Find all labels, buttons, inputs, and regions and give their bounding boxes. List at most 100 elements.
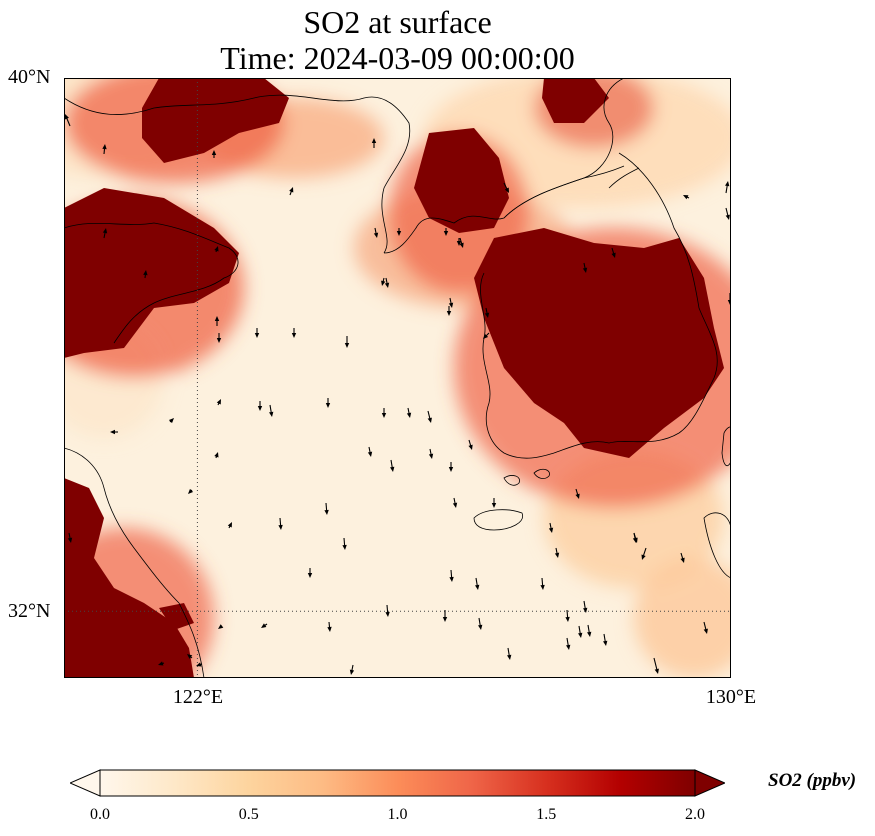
wind-arrow-head bbox=[484, 312, 490, 318]
wind-arrow-head bbox=[427, 417, 432, 423]
wind-arrow-head bbox=[110, 429, 115, 435]
wind-arrow-head bbox=[381, 280, 386, 286]
wind-arrow-head bbox=[342, 544, 347, 550]
wind-arrow-head bbox=[102, 228, 108, 234]
kyushu-coast bbox=[703, 512, 731, 579]
lat-label-32: 32°N bbox=[8, 600, 51, 622]
hotspot-jiangsu bbox=[64, 478, 194, 678]
wind-arrow-head bbox=[491, 503, 497, 508]
wind-arrow-head bbox=[67, 537, 73, 543]
wind-arrow-head bbox=[504, 187, 509, 193]
wind-arrow-head bbox=[214, 452, 219, 458]
colorbar-bar bbox=[99, 769, 696, 797]
wind-arrow-head bbox=[483, 333, 489, 339]
wind-arrow-head bbox=[307, 573, 313, 578]
wind-arrow-head bbox=[683, 195, 689, 200]
wind-arrow-head bbox=[578, 632, 583, 638]
wind-arrow-head bbox=[449, 576, 454, 582]
hotspot-shandong bbox=[64, 188, 239, 358]
wind-arrow-head bbox=[188, 488, 194, 494]
wind-arrow-head bbox=[196, 662, 202, 667]
so2-map[interactable] bbox=[64, 78, 731, 678]
wind-arrow-head bbox=[218, 624, 224, 629]
wind-arrow-head bbox=[216, 338, 222, 343]
wind-arrow-head bbox=[456, 241, 462, 246]
map-timestamp: Time: 2024-03-09 00:00:00 bbox=[220, 40, 575, 76]
wind-arrow-head bbox=[289, 187, 294, 193]
wind-arrow-head bbox=[381, 413, 387, 418]
map-title: SO2 at surface bbox=[303, 4, 492, 40]
map-panel[interactable] bbox=[64, 78, 731, 678]
coast-fragment bbox=[608, 167, 640, 189]
tsushima-island bbox=[721, 426, 731, 466]
wind-arrow-head bbox=[583, 607, 588, 613]
islands-sw-korea bbox=[503, 475, 520, 486]
wind-arrow-head bbox=[452, 502, 458, 508]
wind-arrow-head bbox=[582, 267, 588, 273]
wind-arrow-head bbox=[575, 493, 580, 499]
wind-arrow-head bbox=[254, 333, 260, 338]
lon-label-122: 122°E bbox=[172, 686, 224, 708]
wind-arrow-head bbox=[168, 418, 174, 424]
colorbar bbox=[70, 769, 725, 797]
colorbar-tick-label: 0.0 bbox=[90, 806, 110, 823]
wind-arrow-shaft bbox=[653, 657, 658, 672]
colorbar-label: SO2 (ppbv) bbox=[768, 770, 857, 791]
wind-arrow-head bbox=[384, 282, 390, 288]
wind-arrow-head bbox=[216, 399, 221, 405]
wind-arrow-head bbox=[632, 537, 638, 543]
wind-arrow-head bbox=[291, 333, 297, 338]
wind-arrow-head bbox=[725, 181, 730, 187]
wind-arrow-head bbox=[373, 232, 379, 238]
wind-arrow-head bbox=[269, 411, 274, 417]
map-frame bbox=[64, 78, 731, 678]
gridlines bbox=[64, 78, 731, 678]
wind-arrow-head bbox=[459, 242, 464, 248]
wind-arrow-head bbox=[261, 623, 267, 628]
colorbar-tick-label: 0.5 bbox=[238, 806, 259, 823]
border-line bbox=[503, 165, 625, 219]
wind-arrow-head bbox=[443, 231, 449, 236]
wind-arrow-head bbox=[371, 138, 377, 143]
wind-arrow-head bbox=[187, 654, 193, 659]
wind-arrow-head bbox=[385, 611, 390, 617]
coast-korea-west bbox=[480, 272, 555, 459]
wind-arrow-head bbox=[227, 522, 232, 528]
wind-arrow-head bbox=[158, 661, 164, 666]
wind-arrow-head bbox=[446, 311, 452, 316]
coast-shandong bbox=[64, 222, 239, 344]
wind-arrow-head bbox=[475, 584, 480, 590]
wind-arrow-head bbox=[654, 668, 659, 674]
wind-vectors bbox=[64, 114, 731, 675]
wind-arrow-head bbox=[587, 631, 592, 637]
wind-arrow-head bbox=[327, 626, 332, 632]
wind-arrow-head bbox=[278, 524, 283, 530]
islands-sw-korea-2 bbox=[533, 468, 550, 479]
coastlines bbox=[64, 78, 731, 678]
colorbar-min-extend bbox=[70, 769, 101, 797]
hotspot-north-korea bbox=[414, 128, 509, 233]
lat-label-40: 40°N bbox=[8, 66, 51, 88]
colorbar-tick-label: 2.0 bbox=[685, 806, 705, 823]
colorbar-tick-label: 1.5 bbox=[536, 806, 557, 823]
wind-arrow-head bbox=[143, 270, 148, 276]
wind-arrow-head bbox=[703, 628, 708, 634]
wind-arrow-head bbox=[324, 509, 329, 515]
wind-arrow-head bbox=[349, 669, 355, 675]
wind-arrow-head bbox=[448, 302, 454, 308]
wind-arrow-head bbox=[680, 557, 685, 563]
wind-arrow-head bbox=[428, 453, 434, 459]
wind-arrow-head bbox=[64, 114, 69, 120]
wind-arrow-head bbox=[507, 654, 512, 660]
hotspot-small bbox=[159, 603, 194, 630]
wind-arrow-head bbox=[214, 246, 219, 252]
wind-arrow-head bbox=[102, 144, 107, 150]
wind-arrow-head bbox=[367, 451, 373, 457]
wind-arrow-head bbox=[442, 617, 448, 622]
coast-jiangsu bbox=[64, 447, 205, 678]
wind-arrow-head bbox=[390, 466, 395, 472]
wind-arrow-head bbox=[406, 412, 412, 418]
wind-arrow-head bbox=[603, 640, 608, 646]
hotspot-liaoning-east bbox=[542, 78, 609, 123]
wind-arrow-head bbox=[540, 584, 545, 590]
